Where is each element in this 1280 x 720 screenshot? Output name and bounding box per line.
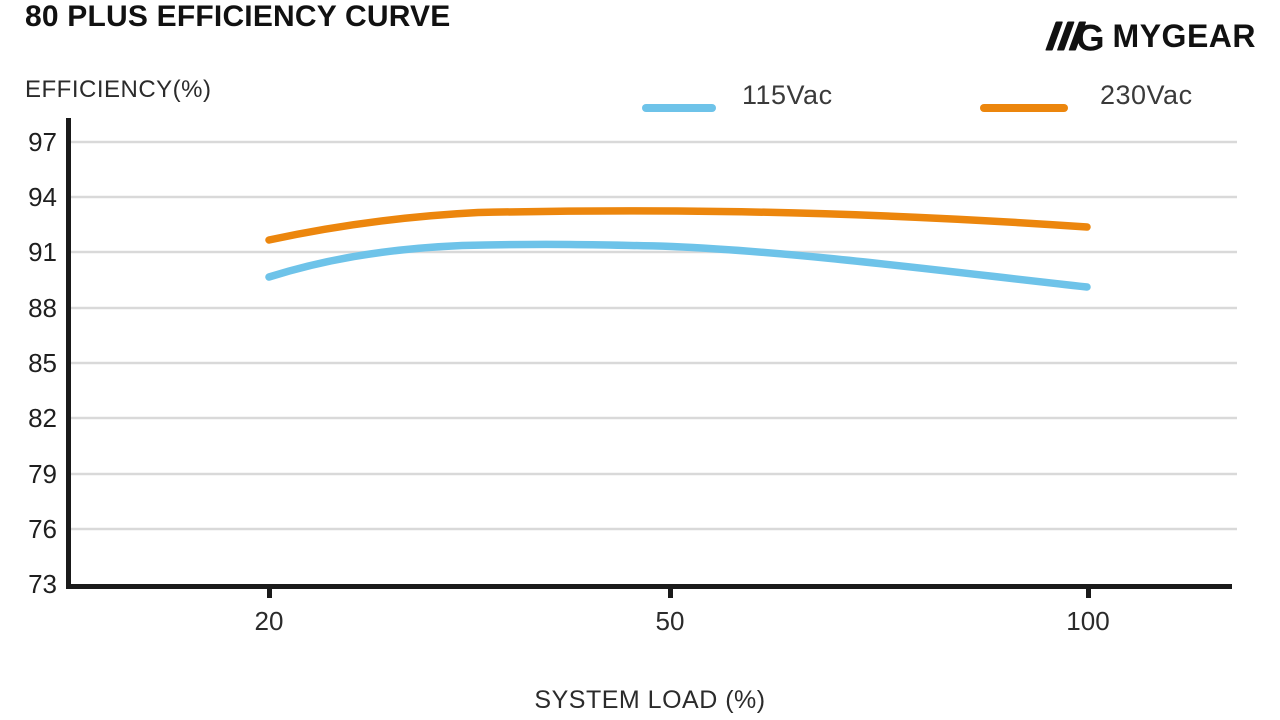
legend-item-115vac: 115Vac: [642, 80, 833, 123]
y-tick-label: 97: [28, 127, 57, 157]
legend-swatch-230vac: [980, 103, 1068, 112]
x-tick-marks: [267, 589, 1091, 598]
legend-label-230vac: 230Vac: [1100, 80, 1193, 110]
legend-swatch-115vac: [642, 103, 716, 112]
y-tick-label: 82: [28, 403, 57, 433]
y-tick-label: 88: [28, 293, 57, 323]
y-tick-label: 76: [28, 514, 57, 544]
series-line-115vac: [265, 240, 1091, 291]
y-tick-label: 91: [28, 237, 57, 267]
x-tick-label: 20: [254, 606, 284, 636]
brand-mark-letter: G: [1075, 18, 1104, 56]
mygear-logo-icon: G: [1045, 18, 1104, 56]
gridlines: [71, 140, 1237, 531]
y-tick-label: 85: [28, 348, 57, 378]
brand-name: MYGEAR: [1112, 17, 1256, 54]
y-tick-label: 94: [28, 182, 57, 212]
page-title: 80 PLUS EFFICIENCY CURVE: [25, 0, 451, 33]
x-tick-label: 100: [1066, 606, 1110, 636]
x-tick-label: 50: [655, 606, 685, 636]
y-axis-title: EFFICIENCY(%): [25, 76, 212, 103]
x-axis-title: SYSTEM LOAD (%): [534, 686, 766, 714]
axes: [66, 118, 1232, 589]
series-line-230vac: [265, 207, 1091, 244]
brand-logo: G MYGEAR: [1043, 16, 1256, 56]
legend-label-115vac: 115Vac: [742, 80, 833, 110]
y-tick-label: 73: [28, 569, 57, 599]
legend-item-230vac: 230Vac: [980, 80, 1193, 123]
y-tick-label: 79: [28, 459, 57, 489]
